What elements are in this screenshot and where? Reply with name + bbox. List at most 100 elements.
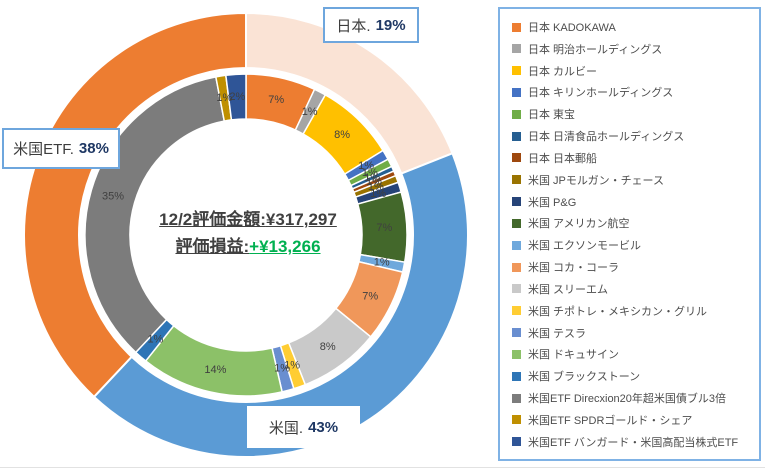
segment-percent-label: 1% — [358, 160, 374, 172]
legend-item-label: 日本 日本郵船 — [528, 152, 598, 165]
legend-item[interactable]: 米国ETF Direcxion20年超米国債ブル3倍 — [512, 390, 755, 406]
legend-swatch-icon — [512, 218, 521, 228]
legend-swatch-icon — [512, 153, 521, 163]
callout-us-etf: 米国ETF. 38% — [2, 128, 120, 169]
legend-item[interactable]: 米国 テスラ — [512, 325, 755, 341]
legend-item[interactable]: 米国 エクソンモービル — [512, 237, 755, 253]
segment-percent-label: 2% — [229, 91, 245, 103]
legend-swatch-icon — [512, 284, 521, 294]
legend-item-label: 日本 KADOKAWA — [528, 22, 616, 34]
legend-swatch-icon — [512, 87, 521, 97]
donut-segment[interactable] — [224, 73, 247, 121]
legend-swatch-icon — [512, 109, 521, 119]
legend-swatch-icon — [512, 306, 521, 316]
callout-us-etf-pct: 38% — [78, 140, 109, 157]
legend-item-label: 日本 明治ホールディングス — [528, 43, 663, 56]
callout-us-pct: 43% — [308, 418, 339, 436]
callout-japan-pct: 19% — [375, 16, 406, 34]
legend-item-label: 米国 JPモルガン・チェース — [528, 174, 665, 187]
segment-percent-label: 1% — [284, 360, 300, 372]
legend-swatch-icon — [512, 240, 521, 250]
legend-item-label: 米国 アメリカン航空 — [528, 218, 630, 231]
legend-item[interactable]: 日本 明治ホールディングス — [512, 41, 755, 57]
legend-item-label: 米国 エクソンモービル — [528, 240, 642, 253]
legend-swatch-icon — [512, 197, 521, 207]
legend-item-label: 米国 チポトレ・メキシカン・グリル — [528, 305, 708, 318]
legend-swatch-icon — [512, 22, 521, 32]
legend-swatch-icon — [512, 131, 521, 141]
legend-swatch-icon — [512, 349, 521, 359]
segment-percent-label: 1% — [216, 92, 232, 104]
segment-percent-label: 35% — [102, 190, 124, 202]
segment-percent-label: 14% — [204, 364, 226, 376]
segment-percent-label: 8% — [334, 129, 350, 141]
segment-percent-label: 7% — [376, 222, 392, 234]
segment-percent-label: 1% — [147, 334, 163, 346]
segment-percent-label: 1% — [274, 363, 290, 375]
segment-percent-label: 1% — [302, 106, 318, 118]
legend-item-label: 米国ETF Direcxion20年超米国債ブル3倍 — [528, 393, 727, 406]
profit-label: 評価損益: — [175, 237, 250, 256]
legend-swatch-icon — [512, 44, 521, 54]
legend-item-label: 米国ETF バンガード・米国高配当株式ETF — [528, 436, 739, 449]
legend-item[interactable]: 米国 アメリカン航空 — [512, 215, 755, 231]
segment-percent-label: 7% — [268, 94, 284, 106]
callout-us-name: 米国. — [268, 419, 304, 437]
legend-swatch-icon — [512, 262, 521, 272]
legend-item-label: 日本 カルビー — [528, 65, 598, 78]
legend-item-label: 米国 ブラックストーン — [528, 371, 641, 384]
callout-japan-name: 日本. — [336, 17, 371, 35]
legend-item[interactable]: 米国ETF バンガード・米国高配当株式ETF — [512, 434, 755, 450]
legend-item-label: 日本 東宝 — [528, 109, 576, 122]
legend-item[interactable]: 米国 ドキュサイン — [512, 346, 755, 362]
legend-item-label: 米国 スリーエム — [528, 283, 609, 296]
segment-percent-label: 1% — [374, 257, 390, 269]
legend-item[interactable]: 米国 P&G — [512, 194, 755, 210]
donut-segment[interactable] — [92, 151, 469, 458]
legend-swatch-icon — [512, 415, 521, 425]
legend-item[interactable]: 日本 東宝 — [512, 106, 755, 122]
callout-us-etf-name: 米国ETF. — [13, 141, 74, 158]
legend-item-label: 米国 P&G — [528, 196, 577, 209]
legend-item[interactable]: 米国 チポトレ・メキシカン・グリル — [512, 303, 755, 319]
valuation-value: ¥317,297 — [265, 210, 337, 229]
legend-swatch-icon — [512, 437, 521, 447]
center-summary: 12/2評価金額:¥317,297 評価損益:+¥13,266 — [114, 206, 382, 260]
segment-percent-label: 1% — [364, 172, 380, 184]
legend-item[interactable]: 米国 ブラックストーン — [512, 368, 755, 384]
legend-item-label: 米国 コカ・コーラ — [528, 262, 620, 275]
legend-item[interactable]: 日本 日清食品ホールディングス — [512, 128, 755, 144]
legend-item[interactable]: 日本 キリンホールディングス — [512, 84, 755, 100]
callout-japan: 日本. 19% — [323, 7, 419, 43]
legend-item-label: 米国 ドキュサイン — [528, 349, 620, 362]
segment-percent-label: 1% — [362, 167, 378, 179]
legend-swatch-icon — [512, 393, 521, 403]
legend-item[interactable]: 米国 スリーエム — [512, 281, 755, 297]
legend-item[interactable]: 米国 コカ・コーラ — [512, 259, 755, 275]
legend-item[interactable]: 米国 JPモルガン・チェース — [512, 172, 755, 188]
legend-item[interactable]: 米国ETF SPDRゴールド・シェア — [512, 412, 755, 428]
valuation-line: 12/2評価金額:¥317,297 — [114, 206, 382, 233]
legend-item-label: 日本 日清食品ホールディングス — [528, 131, 685, 144]
donut-segment[interactable] — [23, 11, 247, 399]
legend-item[interactable]: 日本 日本郵船 — [512, 150, 755, 166]
legend-item-label: 日本 キリンホールディングス — [528, 87, 674, 100]
legend-item-label: 米国ETF SPDRゴールド・シェア — [528, 414, 693, 427]
legend-item[interactable]: 日本 KADOKAWA — [512, 19, 755, 35]
profit-value: +¥13,266 — [249, 237, 321, 256]
callout-us: 米国. 43% — [247, 406, 360, 448]
segment-percent-label: 7% — [362, 290, 378, 302]
legend-swatch-icon — [512, 328, 521, 338]
legend-item-label: 米国 テスラ — [528, 327, 587, 340]
gridline — [0, 467, 765, 468]
legend: 日本 KADOKAWA 日本 明治ホールディングス 日本 カルビー日本 キリンホール… — [498, 7, 761, 461]
segment-percent-label: 1% — [368, 181, 384, 193]
legend-swatch-icon — [512, 175, 521, 185]
legend-item[interactable]: 日本 カルビー — [512, 63, 755, 79]
profit-line: 評価損益:+¥13,266 — [114, 233, 382, 260]
segment-percent-label: 1% — [370, 188, 386, 200]
legend-swatch-icon — [512, 66, 521, 76]
segment-percent-label: 1% — [366, 176, 382, 188]
legend-swatch-icon — [512, 371, 521, 381]
